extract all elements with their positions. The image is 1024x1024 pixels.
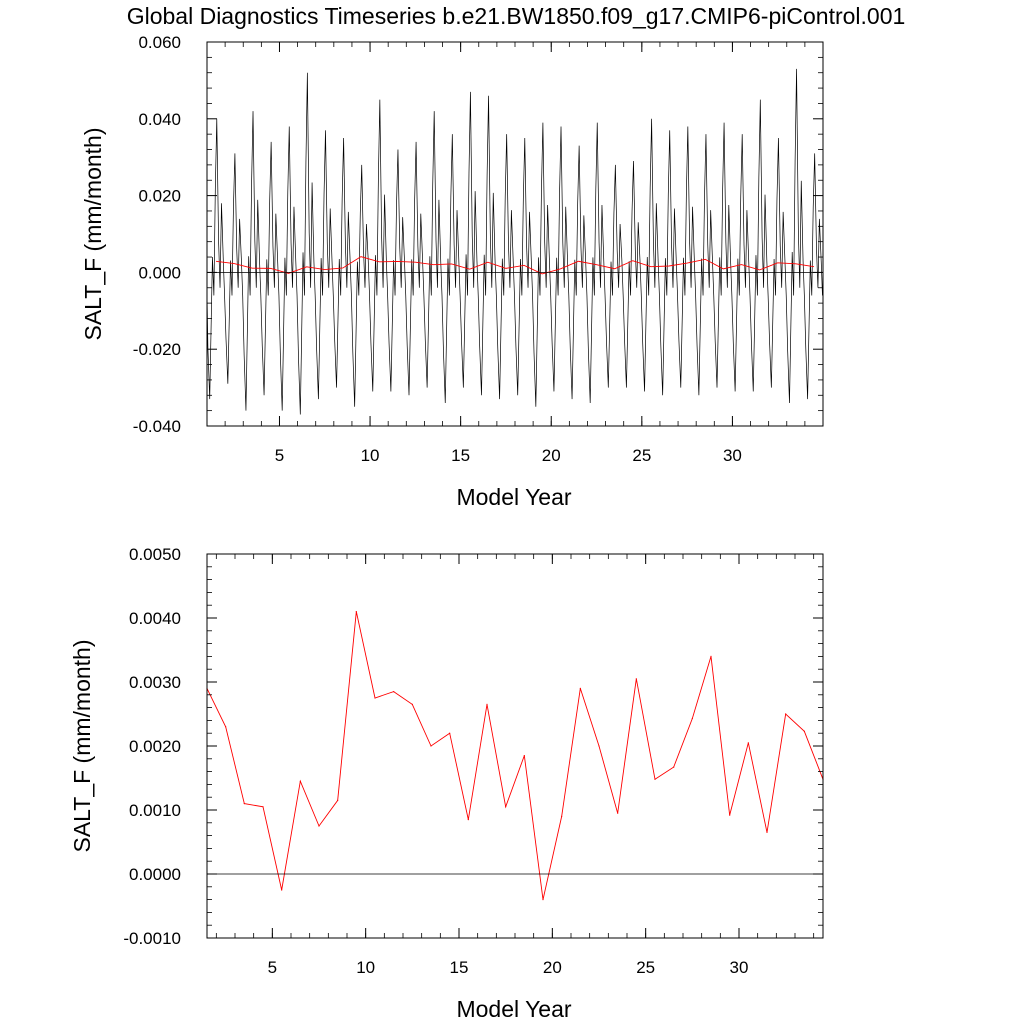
top-y-tick-label: 0.000 (138, 263, 181, 282)
bottom-x-tick-label: 30 (730, 958, 749, 977)
bottom-plot-frame (206, 553, 824, 939)
bottom-annual-point (299, 780, 301, 782)
top-y-tick-label: -0.020 (133, 340, 181, 359)
bottom-annual-point (673, 766, 675, 768)
bottom-annual-point (355, 611, 357, 613)
bottom-annual-point (523, 755, 525, 757)
bottom-panel: 5 10 15 20 25 30 -0.0010 0.0000 0.0010 0.0020 0.00… (69, 545, 824, 1022)
bottom-axes: 5 10 15 20 25 30 -0.0010 0.0000 0.0010 0.0020 0.00… (123, 545, 824, 977)
chart-title: Global Diagnostics Timeseries b.e21.BW18… (127, 3, 906, 29)
bottom-annual-point (505, 806, 507, 808)
top-y-tick-label: 0.020 (138, 187, 181, 206)
top-annual-mean-line (216, 256, 815, 275)
top-x-axis-label: Model Year (456, 484, 571, 510)
bottom-annual-point (393, 691, 395, 693)
bottom-y-tick-label: 0.0000 (129, 865, 181, 884)
bottom-annual-mean-line (206, 611, 824, 900)
top-y-tick-label: -0.040 (133, 417, 181, 436)
top-annual-series (216, 256, 815, 275)
bottom-annual-point (225, 726, 227, 728)
bottom-y-tick-label: 0.0010 (129, 801, 181, 820)
bottom-x-tick-label: 20 (543, 958, 562, 977)
bottom-annual-point (374, 697, 376, 699)
bottom-annual-point (617, 812, 619, 814)
bottom-annual-point (766, 831, 768, 834)
top-y-tick-label: 0.040 (138, 110, 181, 129)
bottom-x-tick-label: 15 (450, 958, 469, 977)
top-x-tick-label: 20 (542, 446, 561, 465)
bottom-annual-point (691, 717, 693, 720)
bottom-annual-point (598, 745, 600, 747)
bottom-annual-point (729, 814, 731, 816)
top-x-tick-label: 5 (275, 446, 284, 465)
top-x-tick-label: 15 (451, 446, 470, 465)
top-x-tick-label: 30 (723, 446, 742, 465)
bottom-x-tick-label: 10 (356, 958, 375, 977)
bottom-annual-point (411, 703, 413, 706)
bottom-x-tick-label: 5 (268, 958, 277, 977)
top-x-tick-label: 10 (361, 446, 380, 465)
bottom-annual-point (785, 713, 787, 715)
top-x-tick-label: 25 (632, 446, 651, 465)
bottom-annual-point (430, 745, 432, 747)
bottom-annual-point (281, 889, 283, 891)
bottom-y-axis-label: SALT_F (mm/month) (69, 640, 95, 853)
bottom-x-axis-label: Model Year (456, 996, 571, 1022)
bottom-annual-point (262, 806, 264, 808)
bottom-annual-point (467, 819, 469, 821)
bottom-y-tick-label: -0.0010 (123, 929, 181, 948)
bottom-y-tick-label: 0.0040 (129, 609, 181, 628)
bottom-annual-point (318, 825, 320, 827)
bottom-x-tick-label: 25 (636, 958, 655, 977)
bottom-y-tick-label: 0.0020 (129, 737, 181, 756)
bottom-annual-point (561, 815, 563, 818)
bottom-annual-point (803, 730, 805, 732)
bottom-y-tick-label: 0.0030 (129, 673, 181, 692)
bottom-annual-point (635, 678, 637, 680)
top-monthly-line (206, 68, 823, 415)
bottom-annual-point (337, 799, 339, 802)
top-panel: 5 10 15 20 25 30 -0.040 -0.020 0.000 0.020 0.040 0.… (80, 33, 824, 510)
bottom-annual-point (243, 803, 245, 805)
bottom-y-tick-label: 0.0050 (129, 545, 181, 564)
bottom-annual-point (710, 655, 712, 658)
top-monthly-series (206, 68, 823, 415)
bottom-annual-point (449, 732, 451, 734)
bottom-annual-point (654, 778, 656, 780)
top-axes: 5 10 15 20 25 30 -0.040 -0.020 0.000 0.020 0.040 0.… (133, 33, 824, 465)
bottom-annual-point (747, 742, 749, 744)
bottom-annual-series (206, 611, 824, 901)
top-plot-frame (206, 41, 824, 427)
bottom-annual-point (542, 899, 544, 901)
top-y-tick-label: 0.060 (138, 33, 181, 52)
bottom-annual-point (486, 703, 488, 706)
bottom-annual-point (579, 687, 581, 690)
top-y-axis-label: SALT_F (mm/month) (80, 128, 106, 341)
